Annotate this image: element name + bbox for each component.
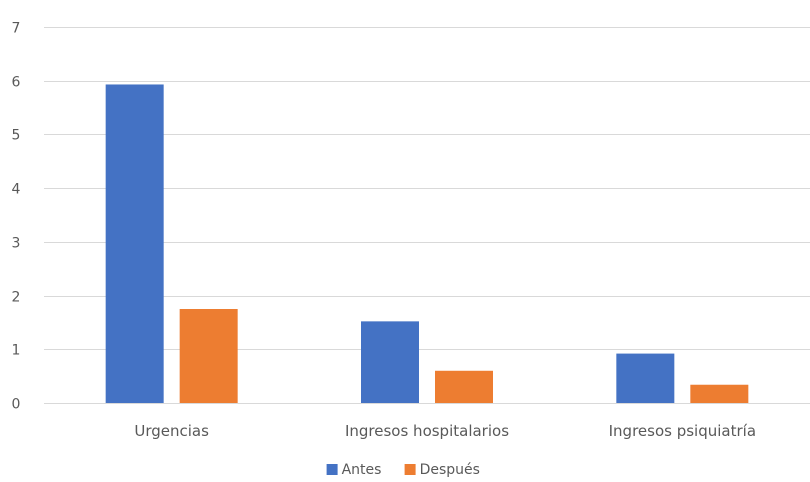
x-axis-category-labels: Urgencias Ingresos hospitalarios Ingresos … — [134, 422, 756, 440]
legend-swatch-despu-s — [404, 464, 416, 475]
legend-swatch-antes — [326, 464, 338, 475]
y-tick-label: 7 — [12, 21, 21, 37]
bar-despu-s-1 — [435, 370, 493, 403]
x-category-label: Urgencias — [134, 422, 209, 440]
y-tick-label: 2 — [12, 290, 21, 306]
y-tick-label: 5 — [12, 128, 21, 144]
gridlines — [44, 27, 810, 404]
bar-despu-s-2 — [690, 384, 749, 403]
bars — [105, 84, 749, 403]
legend-label: Antes — [342, 462, 382, 478]
y-tick-label: 0 — [12, 397, 21, 413]
y-tick-label: 4 — [12, 182, 21, 198]
x-category-label: Ingresos psiquiatría — [609, 422, 756, 440]
bar-antes-2 — [616, 353, 675, 403]
legend-label: Después — [420, 462, 480, 478]
x-category-label: Ingresos hospitalarios — [345, 422, 509, 440]
bar-despu-s-0 — [179, 309, 238, 403]
y-axis-tick-labels: 0 1 2 3 4 5 6 7 — [12, 21, 21, 413]
y-tick-label: 6 — [12, 75, 21, 91]
bar-antes-0 — [105, 84, 164, 403]
bar-antes-1 — [361, 321, 419, 403]
legend: Antes Después — [326, 462, 480, 478]
y-tick-label: 3 — [12, 236, 21, 252]
y-tick-label: 1 — [12, 343, 21, 359]
